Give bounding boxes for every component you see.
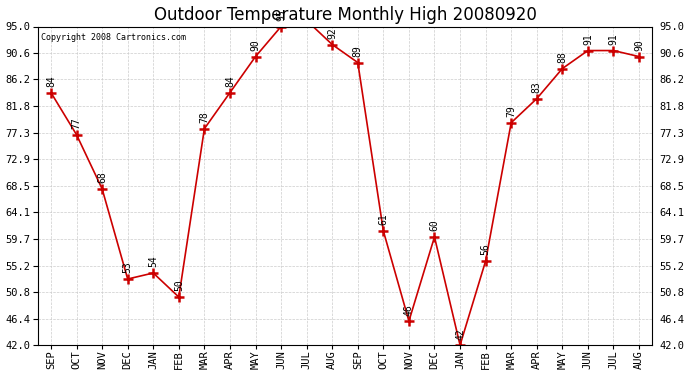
Text: 46: 46 [404, 304, 414, 315]
Text: Copyright 2008 Cartronics.com: Copyright 2008 Cartronics.com [41, 33, 186, 42]
Text: 83: 83 [532, 81, 542, 93]
Text: 61: 61 [378, 214, 388, 225]
Text: 95: 95 [276, 9, 286, 21]
Text: 50: 50 [174, 280, 184, 291]
Text: 84: 84 [46, 75, 56, 87]
Text: 84: 84 [225, 75, 235, 87]
Text: 90: 90 [634, 39, 644, 51]
Text: 89: 89 [353, 45, 363, 57]
Text: 91: 91 [583, 33, 593, 45]
Text: 60: 60 [429, 220, 440, 231]
Text: 88: 88 [558, 51, 567, 63]
Text: 79: 79 [506, 105, 516, 117]
Text: 92: 92 [327, 27, 337, 39]
Text: 78: 78 [199, 111, 209, 123]
Text: 56: 56 [481, 244, 491, 255]
Text: 96: 96 [0, 374, 1, 375]
Text: 53: 53 [123, 262, 132, 273]
Text: 54: 54 [148, 256, 158, 267]
Text: 68: 68 [97, 171, 107, 183]
Text: 42: 42 [455, 328, 465, 340]
Text: 91: 91 [609, 33, 618, 45]
Title: Outdoor Temperature Monthly High 20080920: Outdoor Temperature Monthly High 2008092… [154, 6, 536, 24]
Text: 77: 77 [72, 117, 81, 129]
Text: 90: 90 [250, 39, 261, 51]
